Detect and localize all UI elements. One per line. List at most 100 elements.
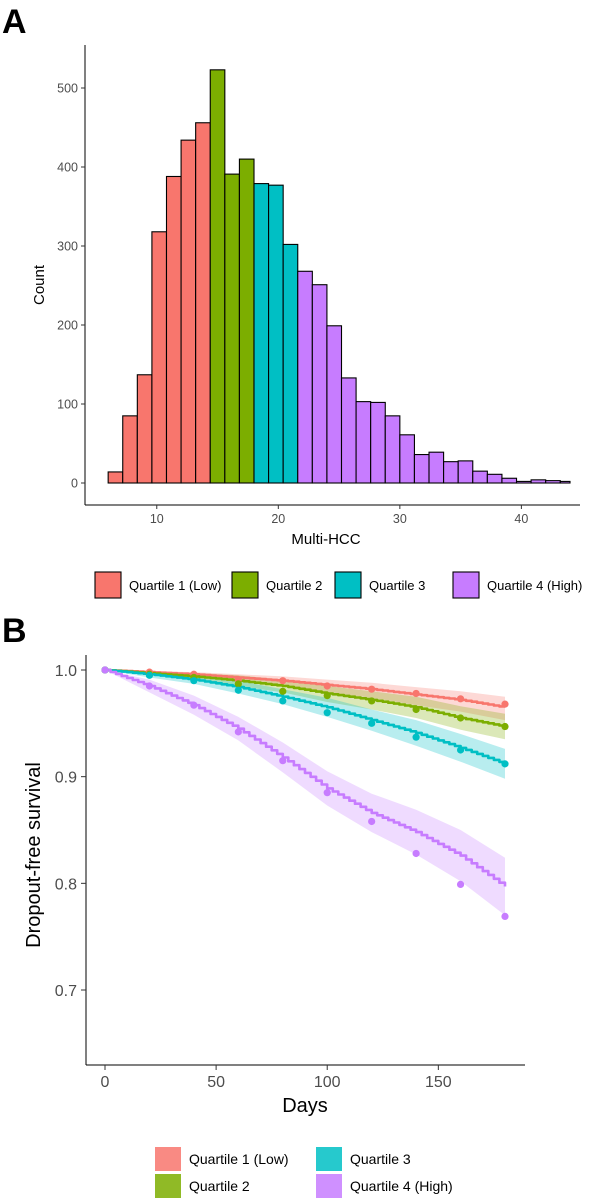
survival-curve-quartile-3 <box>105 668 507 764</box>
histogram-bar-quartile-2-1 <box>224 173 240 484</box>
histogram-x-tick-label: 30 <box>393 512 407 526</box>
survival-point-quartile-4-high-1 <box>145 682 154 690</box>
survival-point-quartile-4-high-6 <box>368 817 376 826</box>
survival-x-tick-label: 50 <box>207 1074 225 1091</box>
survival-point-quartile-1-low-6 <box>368 685 376 693</box>
survival-legend-label-quartile-2: Quartile 2 <box>189 1178 250 1194</box>
histogram-bar-quartile-3-1 <box>268 184 284 484</box>
survival-point-quartile-4-high-4 <box>279 757 287 765</box>
histogram-bar-quartile-4-high-2 <box>326 325 343 484</box>
histogram-bar-quartile-4-high-0 <box>297 270 313 484</box>
histogram-bar-quartile-1-low-4 <box>165 175 182 484</box>
histogram-bar-quartile-4-high-16 <box>530 479 547 484</box>
survival-point-quartile-3-9 <box>501 760 509 768</box>
survival-panel: 0.7 0.8 0.9 1.0 0 50 100 150 Days Dropout-free… <box>23 655 525 1198</box>
survival-x-tick-label: 150 <box>425 1074 452 1091</box>
survival-point-quartile-3-2 <box>190 677 198 685</box>
histogram-y-axis-title: Count <box>31 264 48 305</box>
survival-point-quartile-3-3 <box>234 686 242 694</box>
survival-y-tick-label: 0.8 <box>55 876 77 893</box>
survival-y-tick-label: 1.0 <box>55 663 77 680</box>
histogram-legend-label-quartile-2: Quartile 2 <box>266 578 322 593</box>
histogram-y-tick-label: 0 <box>71 477 78 491</box>
histogram-bar-quartile-4-high-1 <box>311 284 328 484</box>
histogram-legend-swatch-quartile-3 <box>334 571 362 599</box>
survival-curve-quartile-4-high <box>105 668 507 887</box>
histogram-y-tick-label: 300 <box>57 240 78 254</box>
histogram-bar-quartile-1-low-1 <box>122 415 138 484</box>
survival-point-quartile-2-3 <box>234 680 242 688</box>
histogram-legend: Quartile 1 (Low) Quartile 2 Quartile 3 Quar… <box>94 571 582 599</box>
survival-point-quartile-4-high-2 <box>190 701 198 709</box>
survival-point-quartile-2-4 <box>279 687 287 695</box>
histogram-bar-quartile-4-high-18 <box>559 480 571 484</box>
survival-point-quartile-2-7 <box>412 705 420 714</box>
survival-curve-quartile-2 <box>105 668 507 727</box>
histogram-y-tick-label: 500 <box>57 82 78 96</box>
survival-x-ticks: 0 50 100 150 <box>101 1065 452 1091</box>
histogram-x-tick-label: 40 <box>514 512 528 526</box>
histogram-y-ticks: 0 100 200 300 400 500 <box>57 82 85 491</box>
survival-point-quartile-4-high-5 <box>323 789 331 797</box>
survival-point-quartile-2-8 <box>456 714 465 722</box>
survival-y-ticks: 0.7 0.8 0.9 1.0 <box>55 663 86 1000</box>
histogram-bar-quartile-3-2 <box>282 243 299 484</box>
histogram-x-tick-label: 20 <box>271 512 285 526</box>
histogram-bar-quartile-4-high-4 <box>355 401 372 484</box>
histogram-bar-quartile-3-0 <box>253 183 270 484</box>
survival-legend-label-quartile-3: Quartile 3 <box>350 1151 411 1167</box>
survival-point-quartile-3-5 <box>323 709 331 717</box>
histogram-bar-quartile-2-0 <box>209 69 226 484</box>
histogram-bar-quartile-4-high-11 <box>457 460 474 484</box>
histogram-bar-quartile-4-high-8 <box>413 454 430 484</box>
histogram-bar-quartile-4-high-14 <box>501 477 518 484</box>
histogram-bar-quartile-4-high-13 <box>486 473 503 484</box>
histogram-bar-quartile-1-low-0 <box>107 471 124 484</box>
survival-legend-swatch-quartile-4-high <box>316 1174 342 1198</box>
survival-point-quartile-2-5 <box>323 692 331 700</box>
panel-b-label: B <box>2 612 27 650</box>
survival-y-tick-label: 0.7 <box>55 983 77 1000</box>
survival-point-quartile-1-low-4 <box>279 677 287 685</box>
histogram-bars <box>107 69 571 484</box>
survival-point-quartile-4-high-7 <box>412 849 420 858</box>
histogram-bar-quartile-4-high-9 <box>428 451 445 484</box>
histogram-bar-quartile-4-high-6 <box>384 415 401 484</box>
survival-point-quartile-1-low-8 <box>456 695 465 703</box>
histogram-bar-quartile-4-high-3 <box>340 377 357 484</box>
survival-y-tick-label: 0.9 <box>55 770 77 787</box>
histogram-bar-quartile-1-low-2 <box>136 374 153 484</box>
survival-point-quartile-3-4 <box>279 697 287 705</box>
histogram-legend-label-quartile-1-low: Quartile 1 (Low) <box>129 578 221 593</box>
survival-point-quartile-4-high-3 <box>234 728 242 736</box>
histogram-bar-quartile-4-high-17 <box>545 480 561 484</box>
histogram-x-axis-title: Multi-HCC <box>291 531 360 548</box>
survival-point-quartile-2-9 <box>501 722 509 731</box>
survival-legend-swatch-quartile-1-low <box>155 1147 181 1171</box>
survival-y-axis-title: Dropout-free survival <box>23 762 45 948</box>
survival-point-quartile-1-low-9 <box>501 700 509 708</box>
survival-point-quartile-4-high-0 <box>101 666 109 674</box>
survival-x-tick-label: 0 <box>101 1074 110 1091</box>
survival-confidence-bands <box>105 670 505 916</box>
survival-legend: Quartile 1 (Low) Quartile 2 Quartile 3 Quar… <box>155 1147 453 1198</box>
histogram-bar-quartile-4-high-7 <box>399 434 415 484</box>
survival-point-quartile-3-7 <box>412 733 420 741</box>
survival-curves <box>105 668 507 887</box>
survival-x-tick-label: 100 <box>314 1074 341 1091</box>
survival-point-quartile-3-6 <box>368 719 376 727</box>
histogram-bar-quartile-1-low-6 <box>195 122 211 484</box>
survival-x-axis-title: Days <box>282 1095 328 1117</box>
histogram-bar-quartile-4-high-12 <box>472 470 488 484</box>
survival-point-quartile-4-high-9 <box>501 912 509 921</box>
survival-legend-label-quartile-1-low: Quartile 1 (Low) <box>189 1151 289 1167</box>
histogram-x-ticks: 10 20 30 40 <box>150 505 528 526</box>
survival-point-quartile-1-low-5 <box>323 682 331 690</box>
histogram-panel: 0 100 200 300 400 500 10 20 30 40 Multi-HCC Coun… <box>31 45 582 599</box>
survival-legend-swatch-quartile-2 <box>155 1174 181 1198</box>
survival-point-quartile-3-8 <box>456 746 465 754</box>
histogram-bar-quartile-4-high-5 <box>370 401 386 484</box>
survival-point-quartile-2-6 <box>368 697 376 705</box>
histogram-legend-swatch-quartile-4-high <box>452 571 480 599</box>
